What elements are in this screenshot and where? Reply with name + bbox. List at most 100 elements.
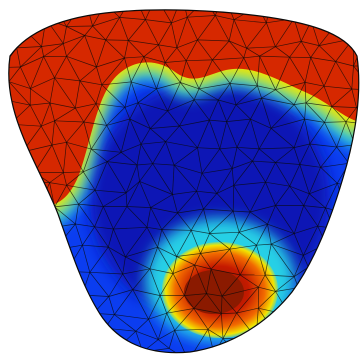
mesh-edge — [186, 9, 206, 18]
mesh-edge — [193, 99, 210, 121]
mesh-edge — [209, 233, 231, 250]
mesh-edge — [310, 45, 320, 58]
mesh-edge — [42, 327, 55, 337]
mesh-edge — [30, 56, 44, 89]
mesh-edge — [345, 121, 359, 126]
mesh-edge — [54, 56, 67, 78]
mesh-edge — [341, 246, 359, 270]
mesh-edge — [255, 337, 261, 351]
mesh-edge — [322, 287, 345, 290]
mesh-edge — [221, 296, 223, 314]
mesh-edge — [325, 183, 338, 209]
mesh-edge — [344, 287, 359, 316]
mesh-edge — [267, 223, 295, 234]
mesh-edge — [320, 146, 337, 168]
mesh-edge — [5, 152, 6, 162]
mesh-edge — [44, 270, 64, 289]
mesh-edge — [289, 41, 302, 58]
mesh-edge — [190, 230, 201, 254]
mesh-edge — [95, 103, 108, 126]
mesh-edge — [347, 190, 359, 214]
mesh-edge — [256, 243, 272, 246]
mesh-edge — [174, 164, 203, 174]
mesh-edge — [173, 147, 198, 166]
mesh-edge — [92, 328, 106, 351]
mesh-edge — [106, 161, 127, 194]
mesh-edge — [107, 246, 124, 275]
mesh-edge — [51, 120, 55, 146]
mesh-edge — [8, 187, 13, 210]
mesh-edge — [266, 22, 276, 47]
mesh-edge — [108, 246, 126, 258]
mesh-edge — [85, 0, 105, 4]
mesh-edge — [169, 348, 189, 353]
mesh-edge — [310, 9, 324, 21]
mesh-edge — [223, 9, 235, 20]
mesh-edge — [107, 161, 138, 166]
mesh-edge — [84, 25, 93, 36]
mesh-edge — [176, 256, 195, 266]
mesh-edge — [260, 334, 276, 351]
mesh-edge — [149, 268, 161, 296]
mesh-edge — [209, 231, 240, 234]
mesh-edge — [239, 223, 268, 233]
mesh-edge — [8, 352, 24, 353]
mesh-edge — [194, 264, 207, 294]
mesh-edge — [40, 102, 51, 127]
mesh-edge — [320, 162, 349, 168]
mesh-edge — [201, 148, 221, 174]
mesh-edge — [79, 80, 102, 86]
mesh-edge — [130, 56, 145, 83]
mesh-edge — [221, 274, 241, 297]
mesh-edge — [150, 194, 173, 208]
mesh-edge — [226, 118, 251, 122]
mesh-edge — [275, 276, 295, 292]
mesh-edge — [324, 122, 338, 148]
mesh-edge — [275, 185, 290, 206]
mesh-edge — [233, 185, 251, 213]
mesh-edge — [303, 205, 318, 227]
mesh-edge — [229, 83, 237, 105]
mesh-edge — [197, 39, 230, 42]
mesh-edge — [216, 168, 233, 194]
mesh-edge — [293, 118, 305, 148]
mesh-edge — [306, 0, 323, 1]
mesh-edge — [289, 185, 310, 195]
mesh-edge — [114, 314, 137, 332]
mesh-edge — [146, 226, 162, 230]
mesh-edge — [62, 26, 67, 44]
mesh-edge — [33, 249, 55, 253]
mesh-edge — [179, 99, 195, 127]
mesh-edge — [36, 182, 50, 215]
mesh-edge — [221, 295, 237, 314]
mesh-edge — [66, 121, 85, 143]
mesh-edge — [140, 128, 151, 145]
mesh-edge — [300, 41, 312, 58]
mesh-edge — [75, 103, 97, 109]
mesh-edge — [249, 182, 266, 213]
mesh-edge — [157, 313, 168, 340]
mesh-edge — [235, 85, 258, 106]
mesh-edge — [317, 207, 326, 227]
mesh-edge — [179, 125, 198, 148]
mesh-edge — [351, 88, 357, 108]
mesh-edge — [193, 293, 207, 309]
mesh-edge — [8, 251, 14, 255]
mesh-edge — [345, 107, 357, 122]
mesh-edge — [302, 328, 317, 350]
mesh-edge — [156, 88, 168, 112]
mesh-edge — [235, 104, 251, 120]
mesh-edge — [157, 246, 177, 257]
mesh-edge — [333, 228, 342, 247]
mesh-edge — [323, 0, 350, 1]
mesh-edge — [338, 268, 359, 270]
mesh-edge — [152, 163, 175, 166]
mesh-edge — [54, 120, 84, 123]
mesh-edge — [122, 256, 126, 275]
mesh-edge — [294, 143, 310, 148]
mesh-edge — [354, 124, 359, 145]
mesh-edge — [357, 315, 359, 328]
mesh-edge — [19, 9, 36, 25]
mesh-edge — [30, 88, 51, 104]
mesh-edge — [14, 327, 43, 338]
